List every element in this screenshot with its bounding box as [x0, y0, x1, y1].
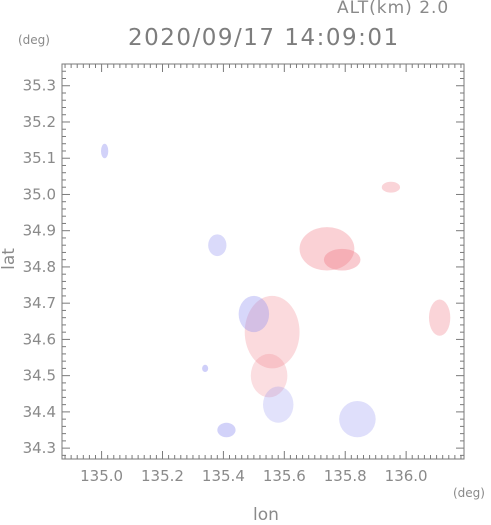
x-axis-label: lon [253, 505, 279, 525]
y-tick-label: 34.3 [23, 439, 56, 457]
y-tick-label: 34.9 [23, 222, 56, 240]
echo-patch [250, 353, 288, 398]
echo-patch [238, 295, 270, 333]
y-tick-label: 34.7 [23, 294, 56, 312]
echo-patch [339, 401, 376, 438]
echo-patch [208, 234, 227, 257]
y-tick-label: 34.4 [23, 403, 56, 421]
x-tick-label: 136.0 [385, 467, 428, 485]
x-axis-unit: (deg) [453, 486, 485, 500]
y-tick-label: 34.8 [23, 258, 56, 276]
x-tick-label: 135.8 [324, 467, 367, 485]
echo-patch [381, 181, 401, 193]
timestamp-title: 2020/09/17 14:09:01 [128, 25, 400, 51]
echo-patch [217, 422, 236, 438]
echo-patch [323, 248, 361, 271]
y-axis-unit: (deg) [18, 33, 50, 47]
echo-patch [299, 227, 355, 271]
y-tick-label: 35.1 [23, 149, 56, 167]
x-tick-label: 135.0 [80, 467, 123, 485]
y-tick-label: 35.0 [23, 185, 56, 203]
y-tick-label: 35.2 [23, 113, 56, 131]
echo-patch [100, 143, 109, 159]
x-tick-label: 135.6 [263, 467, 306, 485]
y-tick-label: 34.6 [23, 330, 56, 348]
echo-patch [244, 295, 300, 369]
x-tick-label: 135.4 [202, 467, 245, 485]
y-tick-label: 34.5 [23, 367, 56, 385]
y-tick-label: 35.3 [23, 77, 56, 95]
echo-patches [100, 143, 451, 438]
echo-patch [263, 386, 294, 423]
altitude-label: ALT(km) 2.0 [337, 0, 450, 18]
echo-patch [428, 299, 451, 336]
plot-frame [61, 63, 465, 460]
x-tick-label: 135.2 [141, 467, 184, 485]
echo-patch [202, 364, 209, 373]
